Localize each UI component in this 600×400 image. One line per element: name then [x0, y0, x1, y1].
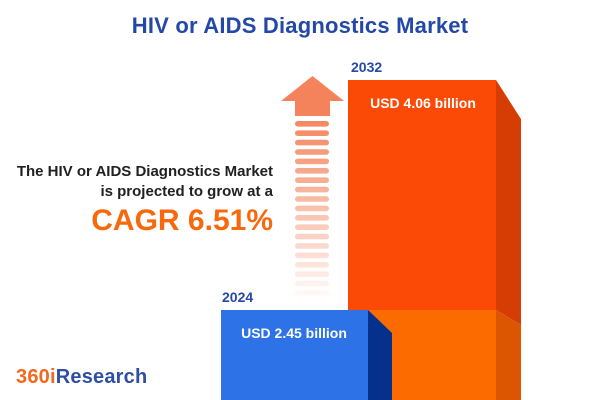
description-line-1: The HIV or AIDS Diagnostics Market — [16, 163, 273, 180]
page-title: HIV or AIDS Diagnostics Market — [131, 13, 469, 38]
bar-2032-front-upper — [348, 80, 496, 310]
logo-suffix: Research — [55, 366, 148, 388]
arrow-dashes — [295, 121, 329, 296]
growth-arrow-icon — [281, 76, 344, 296]
arrow-head — [281, 76, 344, 116]
bar-2024-side — [368, 310, 392, 400]
logo-prefix: 360i — [16, 366, 56, 388]
logo-360iresearch: 360iResearch — [16, 366, 147, 389]
bar-2024-value-label: USD 2.45 billion — [241, 325, 347, 341]
bar-2024-year-label: 2024 — [222, 289, 253, 305]
description-line-2: is projected to grow at a — [100, 182, 273, 200]
bar-2032-side-lower — [496, 310, 521, 400]
bar-2032-year-label: 2032 — [351, 59, 382, 75]
bar-2032-side-upper — [496, 80, 521, 325]
bar-2024-front — [221, 310, 368, 400]
cagr-value: CAGR 6.51% — [91, 204, 273, 237]
growth-description: The HIV or AIDS Diagnostics Market is pr… — [17, 162, 273, 237]
bar-2024: 2024 USD 2.45 billion — [221, 289, 392, 400]
bar-2032-value-label: USD 4.06 billion — [370, 95, 476, 111]
